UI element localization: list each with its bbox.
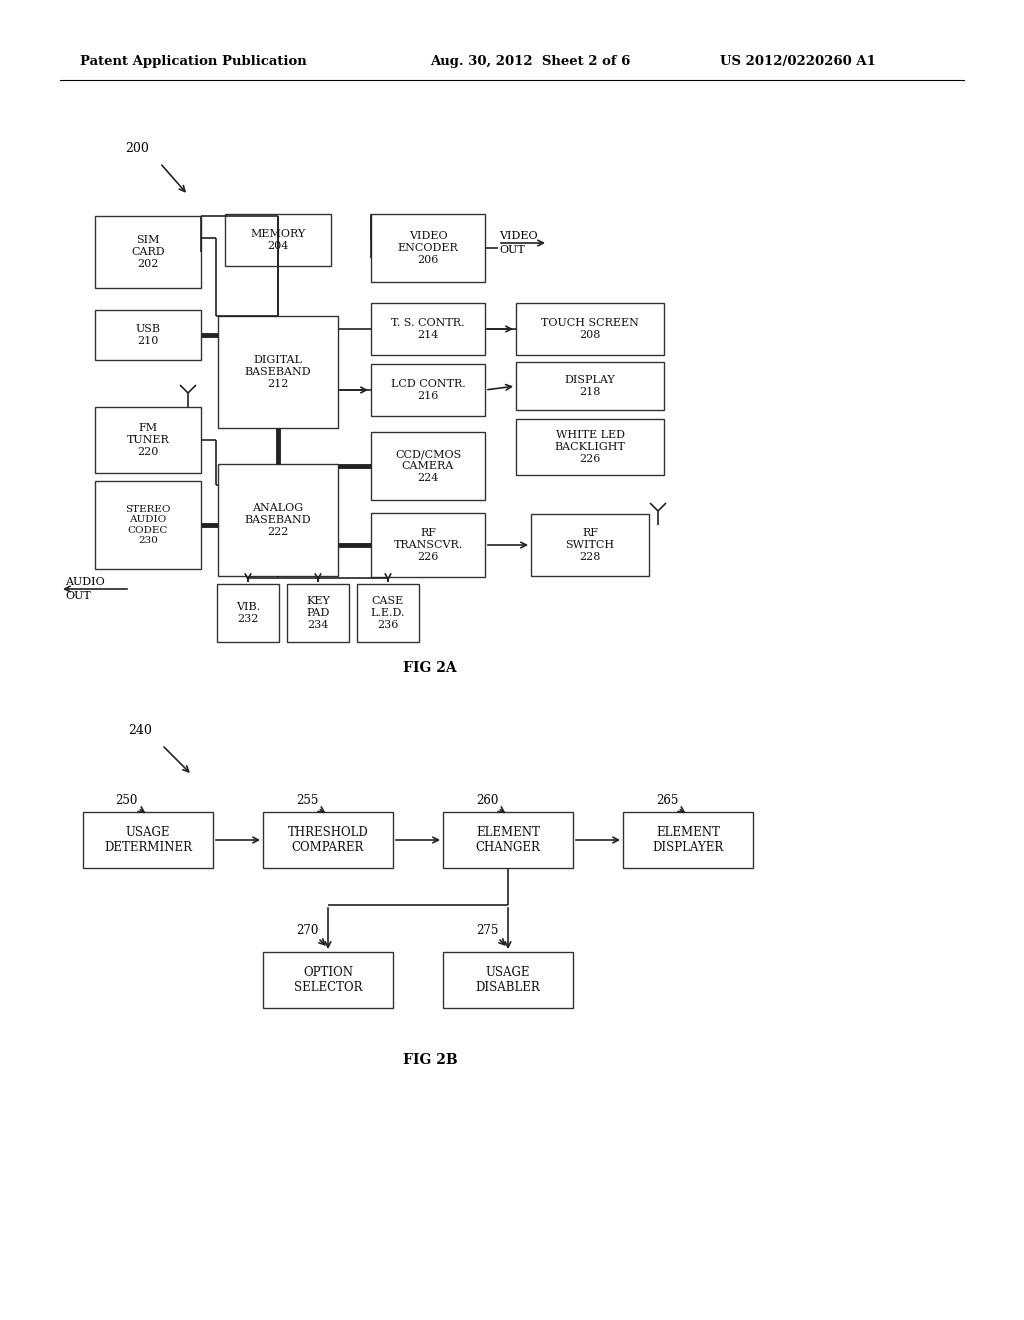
Text: T. S. CONTR.
214: T. S. CONTR. 214 (391, 318, 465, 339)
Bar (531, 513, 649, 576)
Text: RF
TRANSCVR.
226: RF TRANSCVR. 226 (393, 528, 463, 561)
Bar (357, 583, 419, 642)
Text: DIGITAL
BASEBAND
212: DIGITAL BASEBAND 212 (245, 355, 311, 388)
Text: 270: 270 (296, 924, 318, 936)
Text: VIDEO
ENCODER
206: VIDEO ENCODER 206 (397, 231, 459, 264)
Text: FM
TUNER
220: FM TUNER 220 (127, 424, 169, 457)
Text: USAGE
DISABLER: USAGE DISABLER (475, 966, 541, 994)
Text: USB
210: USB 210 (135, 325, 161, 346)
Text: FIG 2A: FIG 2A (403, 661, 457, 675)
Bar (371, 432, 485, 500)
Bar (263, 812, 393, 869)
Text: OUT: OUT (65, 591, 91, 601)
Bar (443, 812, 573, 869)
Bar (95, 310, 201, 360)
Text: RF
SWITCH
228: RF SWITCH 228 (565, 528, 614, 561)
Bar (371, 513, 485, 577)
Text: OPTION
SELECTOR: OPTION SELECTOR (294, 966, 362, 994)
Text: 240: 240 (128, 723, 152, 737)
Text: THRESHOLD
COMPARER: THRESHOLD COMPARER (288, 826, 369, 854)
Bar (287, 583, 349, 642)
Text: WHITE LED
BACKLIGHT
226: WHITE LED BACKLIGHT 226 (555, 430, 626, 463)
Bar (95, 216, 201, 288)
Text: 260: 260 (476, 793, 499, 807)
Text: Aug. 30, 2012  Sheet 2 of 6: Aug. 30, 2012 Sheet 2 of 6 (430, 55, 631, 69)
Text: STEREO
AUDIO
CODEC
230: STEREO AUDIO CODEC 230 (125, 504, 171, 545)
Bar (516, 304, 664, 355)
Bar (218, 465, 338, 576)
Text: TOUCH SCREEN
208: TOUCH SCREEN 208 (541, 318, 639, 339)
Bar (95, 480, 201, 569)
Text: OUT: OUT (499, 246, 524, 255)
Bar (371, 364, 485, 416)
Bar (443, 952, 573, 1008)
Text: ELEMENT
DISPLAYER: ELEMENT DISPLAYER (652, 826, 724, 854)
Text: KEY
PAD
234: KEY PAD 234 (306, 597, 330, 630)
Text: ELEMENT
CHANGER: ELEMENT CHANGER (475, 826, 541, 854)
Bar (218, 315, 338, 428)
Text: ANALOG
BASEBAND
222: ANALOG BASEBAND 222 (245, 503, 311, 537)
Text: AUDIO: AUDIO (65, 577, 104, 587)
Text: US 2012/0220260 A1: US 2012/0220260 A1 (720, 55, 876, 69)
Bar (371, 304, 485, 355)
Text: LCD CONTR.
216: LCD CONTR. 216 (390, 379, 465, 401)
Bar (95, 407, 201, 473)
Bar (263, 952, 393, 1008)
Text: 250: 250 (115, 793, 137, 807)
Text: VIDEO: VIDEO (499, 231, 538, 242)
Text: VIB.
232: VIB. 232 (236, 602, 260, 624)
Text: MEMORY
204: MEMORY 204 (251, 230, 305, 251)
Bar (623, 812, 753, 869)
Text: SIM
CARD
202: SIM CARD 202 (131, 235, 165, 268)
Text: Patent Application Publication: Patent Application Publication (80, 55, 307, 69)
Text: 200: 200 (125, 141, 148, 154)
Bar (83, 812, 213, 869)
Text: DISPLAY
218: DISPLAY 218 (564, 375, 615, 397)
Text: FIG 2B: FIG 2B (402, 1053, 458, 1067)
Text: USAGE
DETERMINER: USAGE DETERMINER (104, 826, 193, 854)
Text: 275: 275 (476, 924, 499, 936)
Text: 255: 255 (296, 793, 318, 807)
Text: CCD/CMOS
CAMERA
224: CCD/CMOS CAMERA 224 (395, 449, 461, 483)
Bar (516, 362, 664, 411)
Bar (217, 583, 279, 642)
Text: 265: 265 (656, 793, 678, 807)
Bar (225, 214, 331, 267)
Text: CASE
L.E.D.
236: CASE L.E.D. 236 (371, 597, 406, 630)
Bar (371, 214, 485, 282)
Bar (516, 418, 664, 475)
